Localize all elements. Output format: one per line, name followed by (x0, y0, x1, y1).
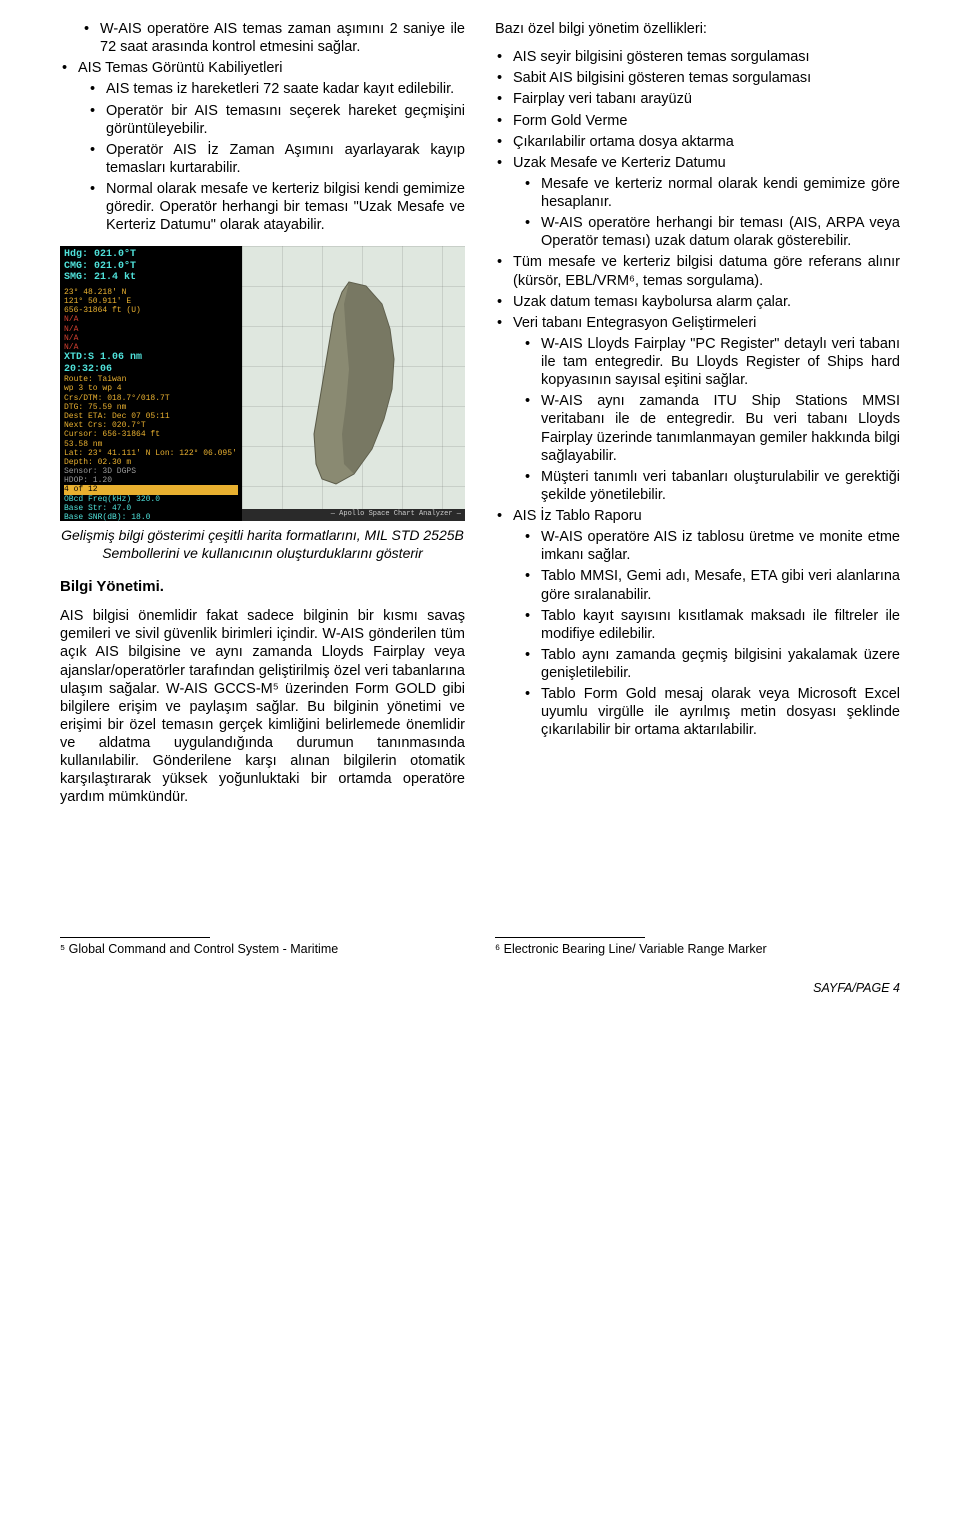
panel-na-4: N/A (64, 343, 238, 352)
panel-hdop: HDOP: 1.20 (64, 476, 238, 485)
list-item: Form Gold Verme (495, 112, 900, 130)
list-item: AIS İz Tablo Raporu W-AIS operatöre AIS … (495, 507, 900, 740)
panel-sats: 4 of 12 (64, 485, 238, 494)
panel-eta: Dest ETA: Dec 07 05:11 (64, 412, 238, 421)
list-item: W-AIS operatöre AIS temas zaman aşımını … (82, 20, 465, 56)
list-item: AIS seyir bilgisini gösteren temas sorgu… (495, 48, 900, 66)
list-item: AIS temas iz hareketleri 72 saate kadar … (88, 80, 465, 98)
list-item: Tüm mesafe ve kerteriz bilgisi datuma gö… (495, 253, 900, 289)
list-item: Fairplay veri tabanı arayüzü (495, 90, 900, 108)
nav-data-panel: Hdg: 021.0°T CMG: 021.0°T SMG: 21.4 kt 2… (60, 246, 242, 521)
panel-lat: 23° 48.218' N (64, 288, 238, 297)
footnotes: ⁵ Global Command and Control System - Ma… (60, 937, 900, 958)
panel-str: Base Str: 47.0 (64, 504, 238, 513)
list-item: Veri tabanı Entegrasyon Geliştirmeleri W… (495, 314, 900, 504)
panel-cmg: CMG: 021.0°T (64, 261, 238, 273)
list-item: W-AIS Lloyds Fairplay "PC Register" deta… (523, 335, 900, 389)
list-item: Operatör AIS İz Zaman Aşımını ayarlayara… (88, 141, 465, 177)
panel-xtd: XTD:S 1.06 nm (64, 352, 238, 364)
left-bullet-block-1: W-AIS operatöre AIS temas zaman aşımını … (82, 20, 465, 56)
footnote-6: ⁶ Electronic Bearing Line/ Variable Rang… (495, 942, 900, 958)
list-item: Operatör bir AIS temasını seçerek hareke… (88, 102, 465, 138)
footnote-right: ⁶ Electronic Bearing Line/ Variable Rang… (495, 937, 900, 958)
panel-depth: Depth: 02.30 m (64, 458, 238, 467)
figure-caption: Gelişmiş bilgi gösterimi çeşitli harita … (60, 527, 465, 562)
footnote-left: ⁵ Global Command and Control System - Ma… (60, 937, 465, 958)
list-item-label: AIS İz Tablo Raporu (513, 508, 642, 524)
list-item: W-AIS aynı zamanda ITU Ship Stations MMS… (523, 392, 900, 465)
right-column: Bazı özel bilgi yönetim özellikleri: AIS… (495, 20, 900, 817)
panel-mmsi: 656-31864 ft (U) (64, 306, 238, 315)
footnote-rule (495, 937, 645, 938)
list-item: W-AIS operatöre AIS iz tablosu üretme ve… (523, 528, 900, 564)
listance-item: Uzak Mesafe ve Kerteriz Datumu Mesafe ve… (495, 154, 900, 251)
nested-list: AIS temas iz hareketleri 72 saate kadar … (88, 80, 465, 234)
right-lead: Bazı özel bilgi yönetim özellikleri: (495, 20, 900, 38)
list-item: Mesafe ve kerteriz normal olarak kendi g… (523, 175, 900, 211)
nested-list: Mesafe ve kerteriz normal olarak kendi g… (523, 175, 900, 251)
list-item-label: Uzak Mesafe ve Kerteriz Datumu (513, 155, 726, 171)
panel-time: 20:32:06 (64, 364, 238, 376)
list-item-label: AIS Temas Görüntü Kabiliyetleri (78, 60, 282, 76)
list-item: W-AIS operatöre herhangi bir teması (AIS… (523, 214, 900, 250)
list-item: Tablo MMSI, Gemi adı, Mesafe, ETA gibi v… (523, 567, 900, 603)
nested-list: W-AIS operatöre AIS iz tablosu üretme ve… (523, 528, 900, 739)
nested-list: W-AIS Lloyds Fairplay "PC Register" deta… (523, 335, 900, 504)
map-bottom-bar: — Apollo Space Chart Analyzer — (242, 509, 465, 521)
panel-dtg: DTG: 75.59 nm (64, 403, 238, 412)
list-item: Normal olarak mesafe ve kerteriz bilgisi… (88, 180, 465, 234)
body-paragraph: AIS bilgisi önemlidir fakat sadece bilgi… (60, 607, 465, 806)
list-item: AIS Temas Görüntü Kabiliyetleri AIS tema… (60, 59, 465, 234)
right-bullet-list: AIS seyir bilgisini gösteren temas sorgu… (495, 48, 900, 739)
list-item: Sabit AIS bilgisini gösteren temas sorgu… (495, 69, 900, 87)
left-bullet-block-2: AIS Temas Görüntü Kabiliyetleri AIS tema… (60, 59, 465, 234)
panel-route: Route: Taiwan (64, 375, 238, 384)
panel-cursor: Cursor: 656-31864 ft (64, 430, 238, 439)
map-area (242, 246, 465, 521)
panel-sensor: Sensor: 3D DGPS (64, 467, 238, 476)
list-item: Çıkarılabilir ortama dosya aktarma (495, 133, 900, 151)
page-footer: SAYFA/PAGE 4 (60, 981, 900, 997)
island-shape (294, 274, 414, 494)
panel-na-1: N/A (64, 315, 238, 324)
panel-na-3: N/A (64, 334, 238, 343)
panel-latlon: Lat: 23° 41.111' N Lon: 122° 06.095' E (64, 449, 238, 458)
list-item: Tablo Form Gold mesaj olarak veya Micros… (523, 685, 900, 739)
two-column-layout: W-AIS operatöre AIS temas zaman aşımını … (60, 20, 900, 817)
panel-smg: SMG: 21.4 kt (64, 272, 238, 284)
panel-na-2: N/A (64, 325, 238, 334)
footnote-5: ⁵ Global Command and Control System - Ma… (60, 942, 465, 958)
panel-freq: OBcd Freq(kHz) 320.0 (64, 495, 238, 504)
list-item: Tablo kayıt sayısını kısıtlamak maksadı … (523, 607, 900, 643)
panel-crs: Crs/DTM: 018.7°/018.7T (64, 394, 238, 403)
section-heading-bilgi-yonetimi: Bilgi Yönetimi. (60, 578, 465, 597)
list-item: Tablo aynı zamanda geçmiş bilgisini yaka… (523, 646, 900, 682)
list-item-label: Veri tabanı Entegrasyon Geliştirmeleri (513, 315, 756, 331)
list-item: Müşteri tanımlı veri tabanları oluşturul… (523, 468, 900, 504)
left-column: W-AIS operatöre AIS temas zaman aşımını … (60, 20, 465, 817)
list-item: Uzak datum teması kaybolursa alarm çalar… (495, 293, 900, 311)
panel-wp: wp 3 to wp 4 (64, 384, 238, 393)
navigation-display-figure: Hdg: 021.0°T CMG: 021.0°T SMG: 21.4 kt 2… (60, 246, 465, 521)
panel-hdg: Hdg: 021.0°T (64, 249, 238, 261)
panel-snr: Base SNR(dB): 18.0 (64, 513, 238, 521)
footnote-rule (60, 937, 210, 938)
panel-next: Next Crs: 020.7°T (64, 421, 238, 430)
panel-lon: 121° 50.911' E (64, 297, 238, 306)
panel-rng: 53.58 nm (64, 440, 238, 449)
